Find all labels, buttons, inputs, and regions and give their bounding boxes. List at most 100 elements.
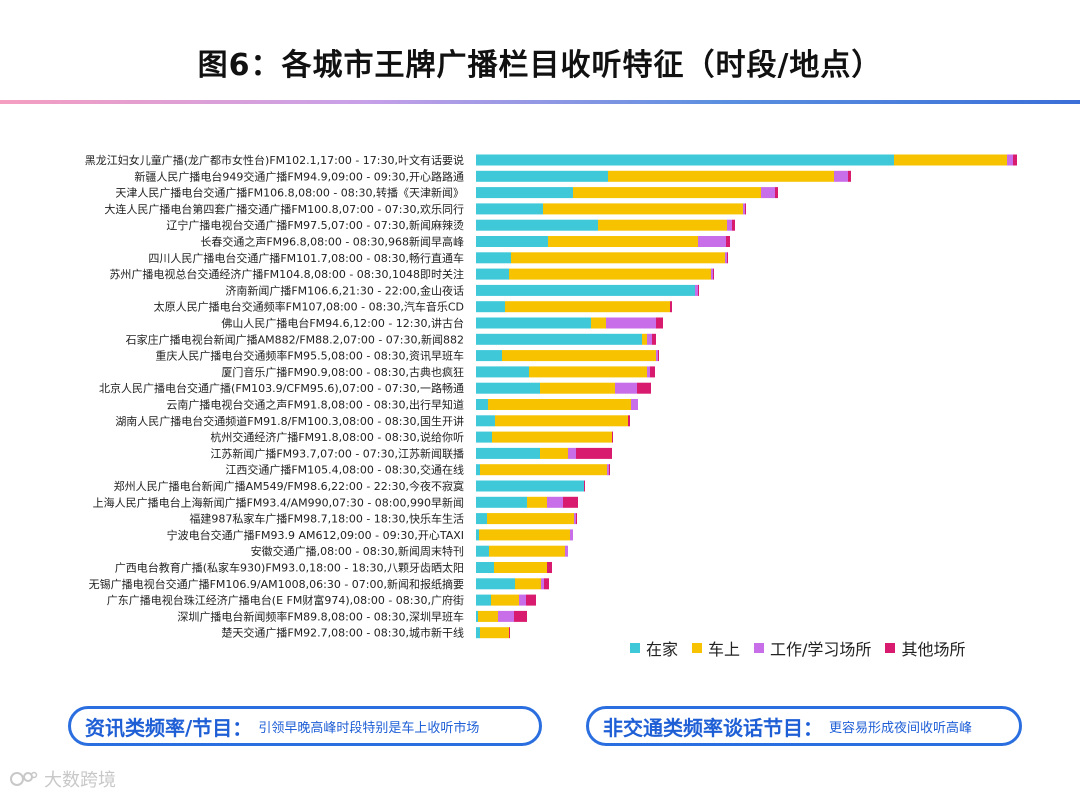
bar-segment-other	[727, 252, 728, 264]
bar-segment-work	[656, 350, 658, 362]
bar-segment-home	[476, 203, 543, 215]
bar-segment-home	[476, 366, 529, 378]
bar-segment-car	[598, 219, 727, 231]
bar-segment-home	[476, 268, 509, 280]
bar-segment-car	[480, 464, 607, 476]
bar-segment-car	[608, 170, 834, 182]
bar-segment-car	[502, 350, 656, 362]
watermark-logo-icon	[10, 771, 38, 786]
bar-segment-other	[732, 219, 735, 231]
bar-segment-work	[547, 496, 563, 508]
bar-segment-other	[652, 333, 656, 345]
bar-segment-other	[726, 236, 730, 247]
category-label: 黑龙江妇女儿童广播(龙广都市女性台)FM102.1,17:00 - 17:30,…	[85, 153, 464, 167]
bar-segment-work	[725, 252, 727, 264]
bar-segment-work	[568, 447, 576, 459]
bar-segment-home	[476, 154, 894, 166]
bar-segment-work	[498, 610, 514, 622]
bar-segment-work	[647, 366, 650, 378]
category-label: 石家庄广播电视台新闻广播AM882/FM88.2,07:00 - 07:30,新…	[126, 332, 464, 346]
bar-segment-work	[743, 203, 745, 215]
bar-segment-car	[573, 187, 761, 199]
bar-segment-other	[637, 382, 651, 394]
bar-segment-car	[894, 154, 1007, 166]
bar-segment-other	[509, 627, 510, 639]
bar-segment-home	[476, 464, 480, 476]
bar-segment-car	[548, 236, 698, 247]
bar-segment-other	[775, 187, 778, 199]
bar-segment-home	[476, 382, 540, 394]
bar-segment-home	[476, 252, 511, 264]
watermark-text: 大数跨境	[44, 770, 116, 791]
legend-swatch-other	[885, 643, 896, 653]
bar-segment-work	[698, 236, 726, 247]
bar-segment-other	[713, 268, 714, 280]
bar-segment-work	[727, 219, 732, 231]
bar-segment-work	[711, 268, 713, 280]
bar-segment-work	[519, 594, 526, 606]
bar-segment-other	[609, 464, 610, 476]
bar-segment-work	[574, 513, 576, 525]
bar-segment-work	[607, 464, 609, 476]
category-label: 太原人民广播电台交通频率FM107,08:00 - 08:30,汽车音乐CD	[154, 300, 464, 314]
bar-segment-other	[563, 496, 578, 508]
bar-segment-home	[476, 236, 548, 247]
bar-segment-car	[494, 562, 547, 573]
category-label: 无锡广播电视台交通广播FM106.9/AM1008,06:30 - 07:00,…	[89, 577, 464, 591]
watermark: 大数跨境	[10, 766, 116, 792]
title-underline	[0, 100, 1080, 104]
category-label: 广东广播电视台珠江经济广播电台(E FM财富974),08:00 - 08:30…	[107, 593, 464, 607]
bar-segment-other	[656, 317, 663, 329]
bar-segment-car	[540, 447, 568, 459]
bar-segment-other	[698, 284, 699, 296]
bar-segment-car	[495, 415, 628, 427]
bar-segment-home	[476, 513, 487, 525]
talk-program-note: 非交通类频率谈话节目： 更容易形成夜间收听高峰	[586, 706, 1022, 746]
legend-label-home: 在家	[646, 640, 679, 659]
category-label: 江苏新闻广播FM93.7,07:00 - 07:30,江苏新闻联播	[210, 446, 464, 460]
bar-segment-other	[628, 415, 630, 427]
bar-segment-car	[489, 545, 565, 557]
bar-segment-other	[650, 366, 655, 378]
news-note-heading: 资讯类频率/节目：	[85, 715, 253, 740]
category-label: 厦门音乐广播FM90.9,08:00 - 08:30,古典也疯狂	[221, 365, 464, 379]
category-label: 杭州交通经济广播FM91.8,08:00 - 08:30,说给你听	[210, 430, 464, 444]
bar-segment-car	[529, 366, 647, 378]
category-label: 湖南人民广播电台交通频道FM91.8/FM100.3,08:00 - 08:30…	[115, 414, 464, 428]
bar-segment-work	[631, 399, 638, 410]
category-label: 长春交通之声FM96.8,08:00 - 08:30,968新闻早高峰	[200, 235, 464, 249]
bar-segment-other	[576, 447, 612, 459]
stacked-bar-chart: 黑龙江妇女儿童广播(龙广都市女性台)FM102.1,17:00 - 17:30,…	[85, 153, 1017, 640]
bar-segment-home	[476, 627, 480, 639]
legend-label-work: 工作/学习场所	[770, 640, 872, 659]
bar-segment-car	[478, 610, 498, 622]
bar-segment-home	[476, 333, 642, 345]
category-label: 宁波电台交通广播FM93.9 AM612,09:00 - 09:30,开心TAX…	[167, 528, 464, 542]
bar-segment-work	[761, 187, 775, 199]
bar-segment-home	[476, 431, 492, 443]
bar-segment-car	[515, 578, 541, 590]
legend-swatch-car	[692, 643, 703, 653]
category-label: 广西电台教育广播(私家车930)FM93.0,18:00 - 18:30,八颗牙…	[115, 561, 464, 575]
bar-segment-other	[544, 578, 549, 590]
bar-segment-other	[658, 350, 659, 362]
category-label: 江西交通广播FM105.4,08:00 - 08:30,交通在线	[225, 463, 464, 477]
category-label: 福建987私家车广播FM98.7,18:00 - 18:30,快乐车生活	[189, 512, 464, 526]
bar-segment-car	[527, 496, 547, 508]
bar-segment-other	[1013, 154, 1017, 166]
bar-segment-home	[476, 496, 527, 508]
category-label: 佛山人民广播电台FM94.6,12:00 - 12:30,讲古台	[221, 316, 464, 330]
category-label: 济南新闻广播FM106.6,21:30 - 22:00,金山夜话	[225, 283, 464, 297]
bar-segment-home	[476, 562, 494, 573]
legend-swatch-home	[630, 643, 640, 653]
category-label: 大连人民广播电台第四套广播交通广播FM100.8,07:00 - 07:30,欢…	[104, 202, 464, 216]
bar-segment-work	[615, 382, 637, 394]
bar-segment-car	[480, 627, 509, 639]
bar-segment-work	[606, 317, 656, 329]
category-label: 北京人民广播电台交通广播(FM103.9/CFM95.6),07:00 - 07…	[99, 381, 464, 395]
bar-segment-work	[695, 284, 698, 296]
bar-segment-car	[543, 203, 743, 215]
bar-segment-home	[476, 187, 573, 199]
bar-segment-car	[505, 301, 670, 313]
bar-segment-car	[591, 317, 606, 329]
